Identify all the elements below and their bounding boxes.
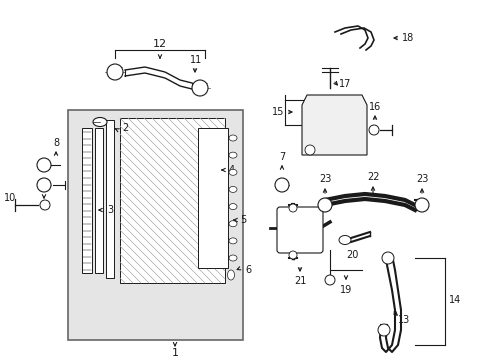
Text: 19: 19 <box>339 285 351 295</box>
Text: 10: 10 <box>4 193 16 203</box>
Circle shape <box>288 204 296 212</box>
Circle shape <box>288 251 296 259</box>
Circle shape <box>381 252 393 264</box>
Ellipse shape <box>228 152 237 158</box>
Ellipse shape <box>228 255 237 261</box>
Ellipse shape <box>228 238 237 244</box>
Circle shape <box>37 178 51 192</box>
Text: 9: 9 <box>41 202 47 212</box>
Ellipse shape <box>93 117 107 126</box>
Ellipse shape <box>228 186 237 193</box>
Circle shape <box>192 80 207 96</box>
Circle shape <box>317 198 331 212</box>
Bar <box>82 128 92 273</box>
Circle shape <box>107 64 123 80</box>
Ellipse shape <box>228 135 237 141</box>
Ellipse shape <box>228 221 237 227</box>
Text: 22: 22 <box>366 172 379 182</box>
Circle shape <box>368 125 378 135</box>
Ellipse shape <box>228 169 237 175</box>
Text: 23: 23 <box>318 174 330 184</box>
Text: 23: 23 <box>415 174 427 184</box>
Text: 21: 21 <box>293 276 305 286</box>
Text: 1: 1 <box>171 348 178 358</box>
Circle shape <box>377 324 389 336</box>
Circle shape <box>305 145 314 155</box>
Text: 2: 2 <box>122 123 128 133</box>
Circle shape <box>325 275 334 285</box>
Ellipse shape <box>228 203 237 210</box>
Text: 12: 12 <box>153 39 167 49</box>
Text: 20: 20 <box>345 250 357 260</box>
Bar <box>198 128 227 268</box>
Text: 16: 16 <box>368 102 380 112</box>
Bar <box>120 118 224 283</box>
Bar <box>106 120 114 278</box>
Bar <box>68 110 243 340</box>
Text: 5: 5 <box>240 215 245 225</box>
Text: 18: 18 <box>401 33 413 43</box>
Text: 3: 3 <box>107 205 113 215</box>
Bar <box>95 128 103 273</box>
Ellipse shape <box>338 235 350 244</box>
Text: 11: 11 <box>189 55 202 65</box>
Text: 13: 13 <box>397 315 409 325</box>
Text: 8: 8 <box>53 138 59 148</box>
Polygon shape <box>302 95 366 155</box>
Circle shape <box>274 178 288 192</box>
Ellipse shape <box>227 270 234 280</box>
Text: 7: 7 <box>278 152 285 162</box>
Text: 4: 4 <box>228 165 235 175</box>
Text: 15: 15 <box>271 107 284 117</box>
FancyBboxPatch shape <box>276 207 323 253</box>
Circle shape <box>37 158 51 172</box>
Text: 14: 14 <box>448 295 460 305</box>
Circle shape <box>414 198 428 212</box>
Text: 17: 17 <box>338 79 350 89</box>
Text: 6: 6 <box>244 265 250 275</box>
Circle shape <box>40 200 50 210</box>
